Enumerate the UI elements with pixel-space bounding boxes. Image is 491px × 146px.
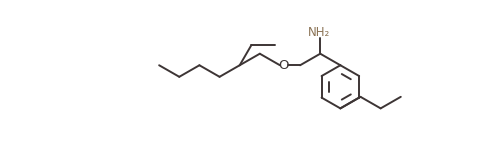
Text: O: O [278, 59, 289, 72]
Text: NH₂: NH₂ [307, 26, 330, 39]
